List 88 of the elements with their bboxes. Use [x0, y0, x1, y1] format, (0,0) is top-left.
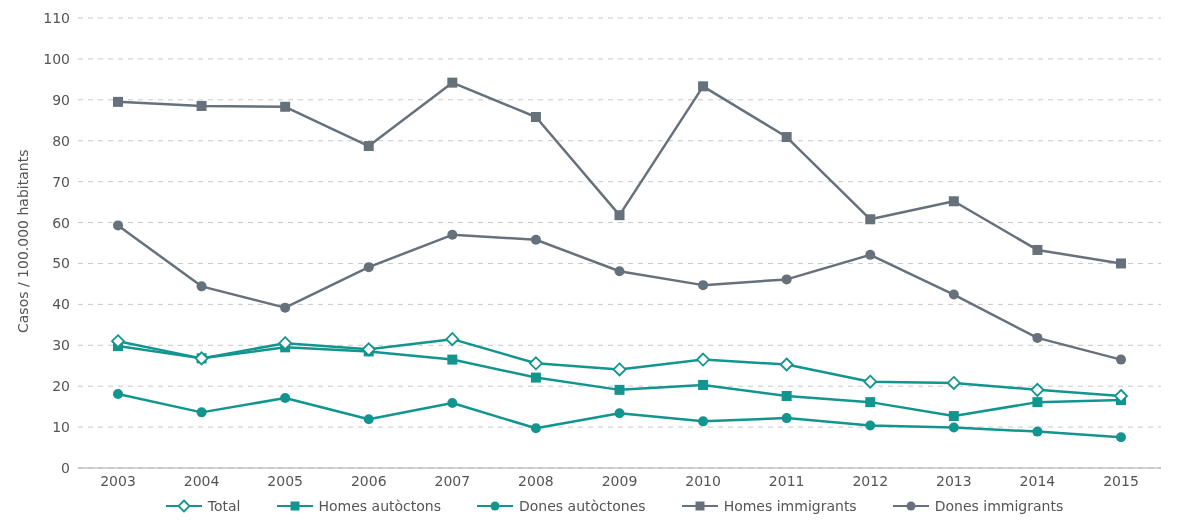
point — [1116, 432, 1126, 443]
point — [698, 416, 709, 427]
y-tick-label: 10 — [52, 419, 70, 436]
point — [614, 210, 625, 221]
y-tick-label: 110 — [43, 9, 70, 26]
point — [447, 397, 458, 408]
legend-label: Total — [207, 498, 241, 514]
point — [614, 384, 625, 395]
point — [1032, 397, 1043, 408]
point — [447, 77, 458, 88]
point — [530, 112, 541, 122]
x-tick-label: 2015 — [1103, 472, 1139, 489]
point — [781, 274, 792, 285]
point — [447, 229, 458, 240]
point — [948, 411, 959, 422]
point — [196, 281, 207, 292]
point — [1030, 382, 1045, 397]
point — [530, 423, 541, 434]
x-tick-label: 2011 — [768, 472, 805, 489]
legend-label: Homes autòctons — [318, 498, 442, 514]
y-tick-label: 70 — [52, 173, 70, 190]
y-tick-label: 50 — [52, 255, 70, 272]
point — [1032, 426, 1043, 437]
point — [530, 234, 541, 245]
point — [361, 342, 376, 357]
y-tick-label: 60 — [52, 214, 70, 231]
point — [948, 196, 959, 207]
x-tick-label: 2013 — [936, 472, 972, 489]
point — [113, 96, 123, 107]
point — [698, 81, 709, 92]
legend-label: Dones autòctones — [519, 498, 646, 514]
y-tick-label: 80 — [52, 132, 70, 149]
point — [196, 100, 207, 111]
point — [696, 352, 710, 367]
point — [614, 408, 625, 419]
x-tick-label: 2005 — [267, 472, 303, 489]
point — [863, 374, 878, 389]
x-tick-label: 2012 — [852, 472, 889, 489]
point — [948, 289, 959, 300]
y-tick-label: 40 — [52, 296, 70, 313]
x-tick-label: 2003 — [100, 472, 136, 489]
point — [1116, 258, 1126, 269]
legend-label: Dones immigrants — [934, 498, 1064, 514]
y-tick-label: 90 — [52, 91, 70, 108]
x-tick-label: 2006 — [350, 472, 387, 489]
point — [948, 422, 959, 433]
x-tick-label: 2010 — [685, 472, 721, 489]
point — [779, 357, 794, 372]
x-tick-label: 2008 — [518, 472, 554, 489]
point — [865, 249, 876, 260]
point — [113, 388, 123, 399]
point — [1114, 389, 1128, 403]
point — [781, 413, 792, 424]
point — [113, 220, 123, 231]
point — [445, 332, 460, 347]
point — [781, 132, 792, 143]
y-axis-title: Casos / 100.000 habitants — [14, 149, 31, 333]
point — [363, 141, 374, 152]
point — [447, 354, 458, 365]
x-tick-label: 2007 — [434, 472, 471, 489]
point — [865, 420, 876, 431]
point — [946, 376, 961, 390]
point — [363, 414, 374, 425]
point — [363, 262, 374, 273]
point — [1032, 244, 1043, 255]
x-tick-label: 2009 — [601, 472, 638, 489]
point — [529, 356, 543, 371]
point — [698, 379, 709, 390]
x-tick-label: 2014 — [1019, 472, 1056, 489]
legend-label: Homes immigrants — [723, 498, 857, 514]
y-tick-label: 0 — [61, 459, 70, 476]
y-tick-label: 100 — [43, 50, 70, 67]
point — [865, 397, 876, 408]
point — [280, 101, 291, 112]
point — [280, 302, 291, 313]
point — [612, 362, 627, 377]
y-tick-label: 30 — [52, 337, 70, 354]
point — [781, 391, 792, 401]
x-tick-label: 2004 — [183, 472, 220, 489]
point — [1032, 332, 1043, 343]
point — [614, 266, 625, 277]
point — [530, 372, 541, 383]
point — [698, 280, 709, 291]
y-tick-label: 20 — [52, 378, 70, 395]
point — [196, 407, 207, 418]
point — [865, 214, 876, 225]
point — [280, 393, 291, 404]
point — [1116, 354, 1126, 365]
